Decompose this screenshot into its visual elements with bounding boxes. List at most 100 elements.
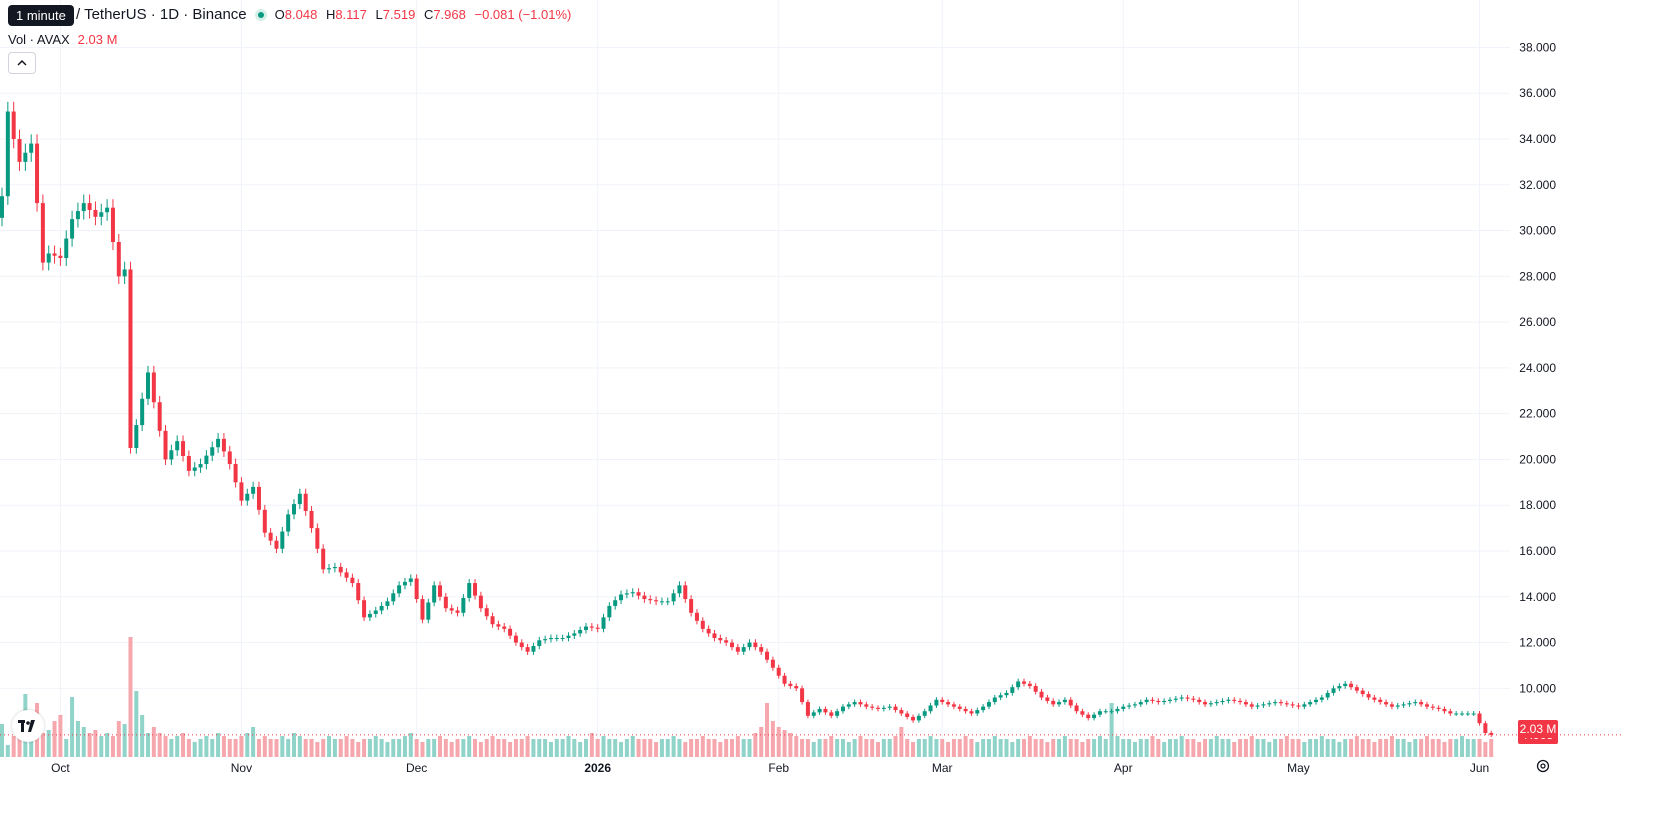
volume-bar	[1273, 739, 1278, 757]
volume-bar	[134, 691, 139, 757]
volume-bar	[1097, 736, 1102, 757]
candle-body	[706, 628, 711, 634]
candle-body	[881, 707, 886, 709]
chart-grid	[0, 0, 1510, 757]
volume-bar	[1232, 742, 1237, 757]
candle-body	[1331, 688, 1336, 693]
volume-bar	[327, 736, 332, 757]
candle-body	[385, 601, 390, 606]
candle-body	[735, 647, 740, 652]
collapse-legend-button[interactable]	[8, 52, 36, 74]
candle-body	[350, 577, 355, 584]
candle-body	[607, 605, 612, 618]
candle-body	[327, 568, 332, 570]
candle-body	[1121, 706, 1126, 709]
volume-bar	[256, 739, 261, 757]
tradingview-logo-icon[interactable]	[12, 710, 44, 742]
volume-label[interactable]: Vol · AVAX	[8, 32, 70, 47]
candle-body	[1062, 699, 1067, 703]
volume-bar	[683, 742, 688, 757]
volume-bar	[1483, 742, 1488, 757]
volume-bar	[70, 697, 75, 757]
volume-badge: 2.03 M	[1518, 720, 1558, 738]
volume-bar	[367, 739, 372, 757]
volume-bar	[1045, 742, 1050, 757]
volume-bar	[163, 736, 168, 757]
candle-body	[1115, 708, 1120, 712]
candle-body	[560, 637, 565, 639]
price-axis[interactable]: 10.000 12.000 14.000 16.000 18.000 20.000 22.0…	[1519, 40, 1556, 695]
candle-body	[741, 647, 746, 652]
volume-bar	[981, 739, 986, 757]
candle-body	[1086, 714, 1091, 719]
time-axis[interactable]: Oct Nov Dec 2026 Feb Mar Apr May Jun	[51, 761, 1489, 775]
volume-bar	[572, 739, 577, 757]
candle-body	[315, 528, 320, 549]
candle-body	[175, 441, 180, 451]
volume-bar	[887, 739, 892, 757]
candle-body	[1109, 711, 1114, 713]
candle-body	[963, 708, 968, 712]
volume-bar	[356, 742, 361, 757]
volume-bar	[607, 739, 612, 757]
open-value: 8.048	[284, 7, 318, 22]
volume-bar	[531, 739, 536, 757]
candle-body	[508, 628, 513, 636]
volume-bar	[543, 739, 548, 757]
candle-body	[788, 683, 793, 687]
volume-bar	[402, 736, 407, 757]
volume-bar	[1448, 739, 1453, 757]
symbol-title[interactable]: / TetherUS · 1D · Binance	[76, 6, 247, 23]
candle-body	[1366, 694, 1371, 698]
volume-bar	[513, 739, 518, 757]
price-tick-label: 36.000	[1519, 86, 1556, 100]
volume-bar	[321, 739, 326, 757]
price-tick-label: 10.000	[1519, 681, 1556, 695]
candle-body	[1314, 699, 1318, 703]
candle-body	[432, 585, 437, 603]
volume-bar	[630, 736, 635, 757]
volume-bar	[1489, 739, 1494, 757]
candle-body	[1249, 704, 1254, 707]
candle-body	[700, 620, 705, 629]
candle-body	[858, 702, 863, 705]
volume-bar	[665, 739, 670, 757]
candle-body	[338, 567, 343, 573]
volume-bar	[1010, 742, 1015, 757]
candle-body	[1308, 702, 1313, 705]
volume-bar	[1454, 739, 1459, 757]
volume-bar	[169, 739, 174, 757]
volume-bar	[969, 739, 974, 757]
candle-body	[1045, 697, 1050, 701]
volume-bar	[776, 727, 781, 757]
candle-body	[467, 583, 472, 598]
volume-bar	[1331, 739, 1336, 757]
candle-body	[227, 451, 232, 465]
candle-body	[969, 711, 974, 714]
volume-bar	[1033, 739, 1038, 757]
candle-body	[303, 493, 308, 511]
volume-bar	[1022, 739, 1026, 757]
candle-body	[753, 642, 758, 648]
candle-body	[543, 639, 548, 641]
volume-bar	[1185, 739, 1190, 757]
candle-body	[420, 599, 425, 620]
candle-body	[140, 398, 145, 426]
volume-bar	[11, 736, 16, 757]
volume-bar	[706, 739, 711, 757]
volume-bar	[1249, 736, 1254, 757]
volume-bar	[1407, 742, 1412, 757]
candle-body	[800, 688, 805, 703]
candle-body	[765, 651, 770, 660]
volume-bar	[1372, 742, 1377, 757]
candle-body	[397, 585, 402, 594]
volume-bar	[659, 739, 664, 757]
candle-body	[1337, 686, 1342, 689]
settings-gear-icon[interactable]	[1534, 757, 1552, 775]
volume-bar	[1267, 742, 1272, 757]
candle-body	[642, 595, 647, 600]
volume-bar	[461, 739, 466, 757]
volume-bar	[192, 742, 197, 757]
candle-body	[362, 600, 367, 618]
